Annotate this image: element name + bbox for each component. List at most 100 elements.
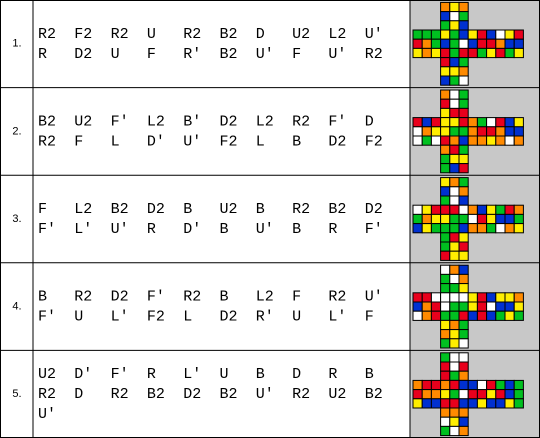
move: U2 [38,366,56,383]
sticker [449,319,460,331]
sticker [440,352,451,363]
sticker [440,292,451,303]
sticker [513,204,524,215]
sticker [412,29,423,40]
move: F' [38,221,56,238]
sticker [467,47,478,59]
table-row: 2. B2 U2 F' L2 B' D2 L2 R2 F' D R2 F L D' U' F2 L B D2 F2 [12,89,524,174]
move: D2 [147,201,165,218]
sticker [486,379,497,391]
sticker [504,135,515,146]
sticker [495,47,506,59]
sticker [440,117,451,128]
sticker [440,20,451,31]
sticker [486,301,497,312]
sticker [449,29,460,40]
sticker [458,310,469,321]
move: L [111,133,120,150]
move: L [256,133,265,150]
sticker [467,379,478,391]
sticker [412,204,423,215]
sticker [486,389,497,400]
sticker [458,38,469,49]
move: L2 [256,113,274,130]
sticker [412,301,423,312]
sticker [449,370,460,381]
move: F' [365,221,383,238]
sticker [430,292,442,303]
sticker [458,126,469,137]
sticker [412,213,423,225]
sticker [421,223,432,234]
move: B [292,221,301,238]
sticker [476,135,488,146]
sticker [513,379,524,391]
sticker [476,117,488,128]
sticker [486,38,497,49]
move: U2 [74,113,92,130]
sticker [486,223,497,234]
cube-net [412,177,524,261]
sticker [476,38,488,49]
table-row: 1.R2 F2 R2 U R2 B2 D U2 L2 U'R D2 U F R' B2 U' F U' R2 [12,1,524,86]
move: D2 [220,113,238,130]
move: D [365,113,374,130]
sticker [412,292,423,303]
sticker [449,213,460,225]
sticker [412,310,423,321]
sticker [467,389,478,400]
sticker [440,98,451,109]
sticker [513,301,524,312]
sticker [458,407,469,418]
sticker [440,213,451,225]
move: U [111,46,120,63]
sticker [513,38,524,49]
move: U [292,309,301,326]
move: U2 [292,26,310,43]
sticker [458,389,469,400]
sticker [476,223,488,234]
sticker [430,310,442,321]
move: R2 [292,201,310,218]
move: R2 [328,289,346,306]
sticker [504,301,515,312]
sticker [458,329,469,340]
sticker [458,416,469,427]
move: F' [328,113,346,130]
sticker [458,370,469,381]
table-row: 4. B R2 D2 F' R2 B L2 F R2 U' F' U L' F2 L D2 R' U L' F [12,264,524,349]
sticker [440,425,451,437]
sticker [486,29,497,40]
sticker [449,352,460,363]
sticker [458,186,469,197]
sticker [449,241,460,252]
sticker [467,223,478,234]
sticker [440,338,451,349]
sticker [476,389,488,400]
sticker [495,204,506,215]
row-number: 1. [12,38,21,50]
sticker [430,135,442,146]
sticker [476,47,488,59]
move: U' [256,386,274,403]
sticker [449,107,460,119]
move: R2 [111,386,129,403]
move: D2 [74,46,92,63]
sticker [467,204,478,215]
sticker [412,117,423,128]
move: F2 [365,133,383,150]
sticker [440,398,451,409]
sticker [440,361,451,372]
sticker [430,38,442,49]
sticker [440,379,451,391]
sticker [458,107,469,119]
move: F [74,133,83,150]
sticker [412,379,423,391]
sticker [440,370,451,381]
sticker [440,264,451,275]
table-row: 5. U2 D' F' R L' U B D R B R2 D R2 B2 D2 B2 U' R2 U2 B2 U' [12,352,524,437]
move: F [292,46,301,63]
move: L' [328,309,346,326]
sticker [449,186,460,197]
move: R [328,221,337,238]
